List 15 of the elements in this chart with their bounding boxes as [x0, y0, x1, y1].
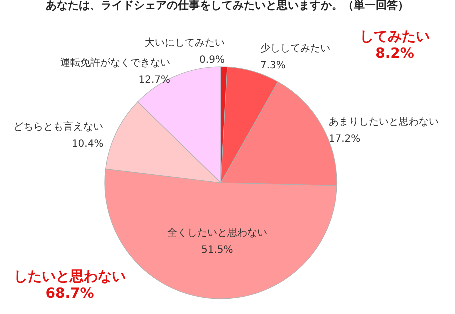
chart-title: あなたは、ライドシェアの仕事をしてみたいと思いますか。（単一回答）	[46, 0, 409, 12]
slice-label: あまりしたいと思わない	[328, 116, 439, 128]
data-label: 17.2%	[328, 134, 361, 145]
data-label: 12.7%	[138, 75, 170, 86]
slice-label: 少ししてみたい	[260, 42, 330, 55]
slice-label: 全くしたいと思わない	[167, 226, 268, 239]
slice-label: 運転免許がなくできない	[60, 57, 170, 70]
text: したいと思わない 68.7%	[14, 269, 126, 302]
slice-label: どちらとも言えない	[14, 120, 104, 133]
data-label: 7.3%	[260, 60, 286, 72]
slice-label: 大いにしてみたい	[144, 37, 225, 50]
data-label: 10.4%	[72, 138, 104, 150]
text: してみたい 8.2%	[360, 29, 430, 62]
data-label: 51.5%	[202, 244, 234, 256]
data-label: 0.9%	[200, 55, 225, 66]
